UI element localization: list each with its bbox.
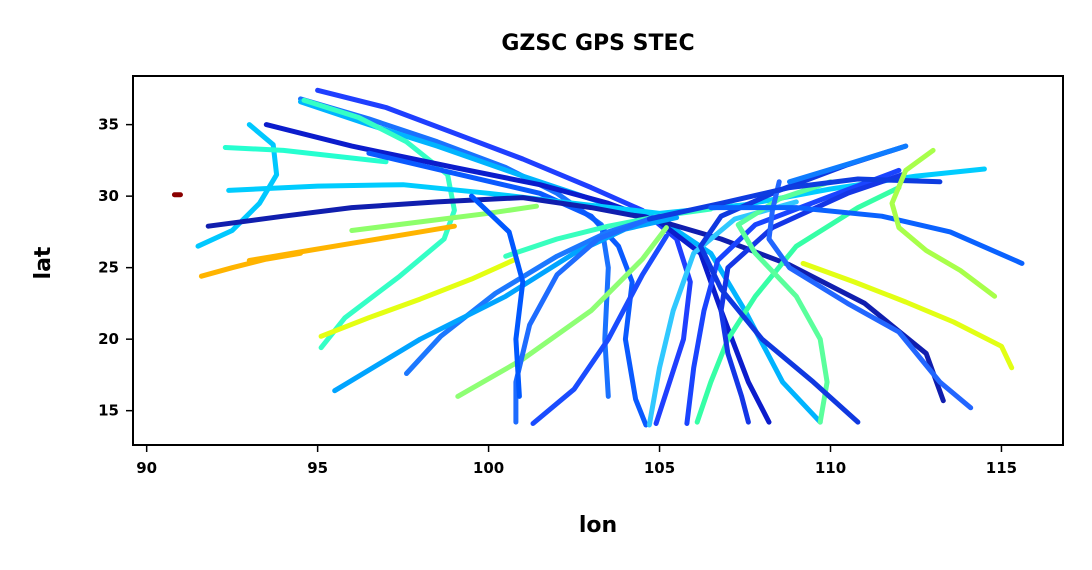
satellite-track-28 (766, 179, 974, 411)
plot-area (171, 87, 1025, 428)
x-tick-label: 95 (307, 459, 328, 477)
satellite-track-12 (246, 223, 457, 263)
x-tick-label: 110 (815, 459, 846, 477)
satellite-track-29 (787, 143, 909, 185)
x-tick-label: 100 (473, 459, 504, 477)
x-axis-label: lon (579, 513, 617, 538)
satellite-track-20 (469, 193, 526, 399)
satellite-track-25 (718, 172, 905, 425)
satellite-track-13 (349, 203, 539, 233)
x-axis-ticks: 90 95 100 105 110 115 (136, 445, 1017, 477)
satellite-track-21 (530, 233, 669, 426)
chart-title: GZSC GPS STEC (501, 31, 694, 56)
satellite-track-30 (646, 176, 943, 222)
satellite-track-22 (646, 199, 799, 428)
y-tick-label: 30 (98, 187, 119, 205)
y-tick-label: 15 (98, 402, 119, 420)
satellite-track-23 (684, 167, 902, 426)
y-axis-label: lat (31, 246, 56, 279)
satellite-track-18 (455, 225, 669, 399)
y-tick-label: 35 (98, 116, 119, 134)
satellite-track-32 (889, 147, 998, 299)
satellite-track-24 (694, 185, 902, 425)
satellite-track-31 (708, 205, 1025, 266)
satellite-track-14 (318, 256, 519, 339)
satellite-track-1 (315, 87, 693, 426)
plot-frame (132, 75, 1064, 446)
satellite-track-19 (513, 215, 656, 425)
satellite-track-33 (800, 260, 1015, 371)
x-tick-label: 105 (644, 459, 675, 477)
x-tick-label: 115 (986, 459, 1017, 477)
satellite-track-8 (366, 150, 649, 428)
y-tick-label: 25 (98, 259, 119, 277)
x-tick-label: 90 (136, 459, 157, 477)
satellite-track-10 (205, 195, 946, 404)
y-axis-ticks: 15 20 25 30 35 (98, 116, 133, 420)
satellite-track-2 (298, 96, 611, 399)
satellite-track-4 (301, 97, 457, 351)
satellite-track-7 (222, 145, 389, 165)
y-tick-label: 20 (98, 330, 119, 348)
